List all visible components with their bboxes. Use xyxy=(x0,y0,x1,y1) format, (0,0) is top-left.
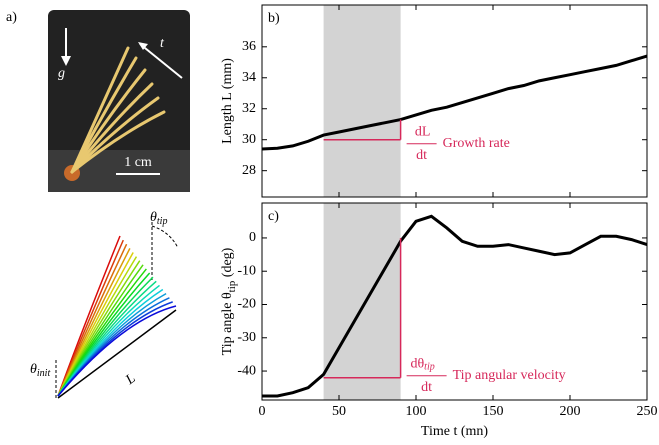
growth-arrow xyxy=(139,43,183,79)
length-arrow xyxy=(57,309,177,399)
panel-label: c) xyxy=(268,209,279,224)
fraction-numerator: dθtip xyxy=(410,357,434,373)
bracket-text: Tip angular velocity xyxy=(453,368,566,383)
fraction-numerator: dL xyxy=(415,125,431,140)
y-label-unit: (deg) xyxy=(220,247,235,280)
y-label-text: Tip angle θ xyxy=(220,292,235,355)
panel-label: a) xyxy=(6,10,17,25)
length-label: L xyxy=(123,371,139,388)
y-tick-label: -20 xyxy=(237,297,256,312)
shaded-region xyxy=(323,5,401,197)
panel-label: b) xyxy=(268,11,280,26)
growth-label: t xyxy=(160,36,165,51)
x-tick-label: 100 xyxy=(406,404,427,419)
y-tick-label: 0 xyxy=(249,230,256,245)
bracket-text: Growth rate xyxy=(443,136,510,151)
x-tick-label: 0 xyxy=(259,404,266,419)
theta-tip-label: θtip xyxy=(150,210,167,227)
y-tick-label: -40 xyxy=(237,363,256,378)
theta-init-label: θinit xyxy=(30,362,50,379)
fraction-denominator: dt xyxy=(416,148,427,163)
arrow-head xyxy=(138,42,148,50)
y-tick-label: -10 xyxy=(237,263,256,278)
photo: g t 1 cm xyxy=(48,10,190,192)
x-tick-label: 50 xyxy=(332,404,346,419)
y-tick-label: 36 xyxy=(242,39,256,54)
gravity-label: g xyxy=(58,66,65,81)
curve xyxy=(57,305,177,397)
numerator-sub: tip xyxy=(424,362,435,373)
plot-frame xyxy=(261,4,648,198)
plot-frame xyxy=(261,202,648,401)
data-line xyxy=(261,54,648,151)
numerator-text: dθ xyxy=(410,357,424,372)
y-tick-label: 34 xyxy=(242,70,256,85)
x-tick-label: 250 xyxy=(637,404,658,419)
y-axis-label: Length L (mm) xyxy=(220,58,235,144)
x-tick-label: 150 xyxy=(483,404,504,419)
y-tick-label: -30 xyxy=(237,330,256,345)
y-tick-label: 32 xyxy=(242,101,256,116)
angle-arc xyxy=(151,225,179,249)
numerator-text: dL xyxy=(415,125,431,140)
y-tick-label: 30 xyxy=(242,132,256,147)
x-tick-label: 200 xyxy=(560,404,581,419)
y-label-text: Length L (mm) xyxy=(220,58,235,144)
scale-label: 1 cm xyxy=(124,155,152,170)
data-line xyxy=(262,214,648,398)
diagram: θtip θinit L xyxy=(30,210,179,399)
strands xyxy=(70,46,166,174)
fraction-denominator: dt xyxy=(421,380,432,395)
x-axis-label: Time t (mn) xyxy=(421,424,488,439)
arrow-head xyxy=(61,56,71,66)
shaded-region xyxy=(323,203,401,400)
y-label-sub: tip xyxy=(226,280,238,292)
y-tick-label: 28 xyxy=(242,163,256,178)
y-axis-label: Tip angle θtip (deg) xyxy=(220,247,237,355)
